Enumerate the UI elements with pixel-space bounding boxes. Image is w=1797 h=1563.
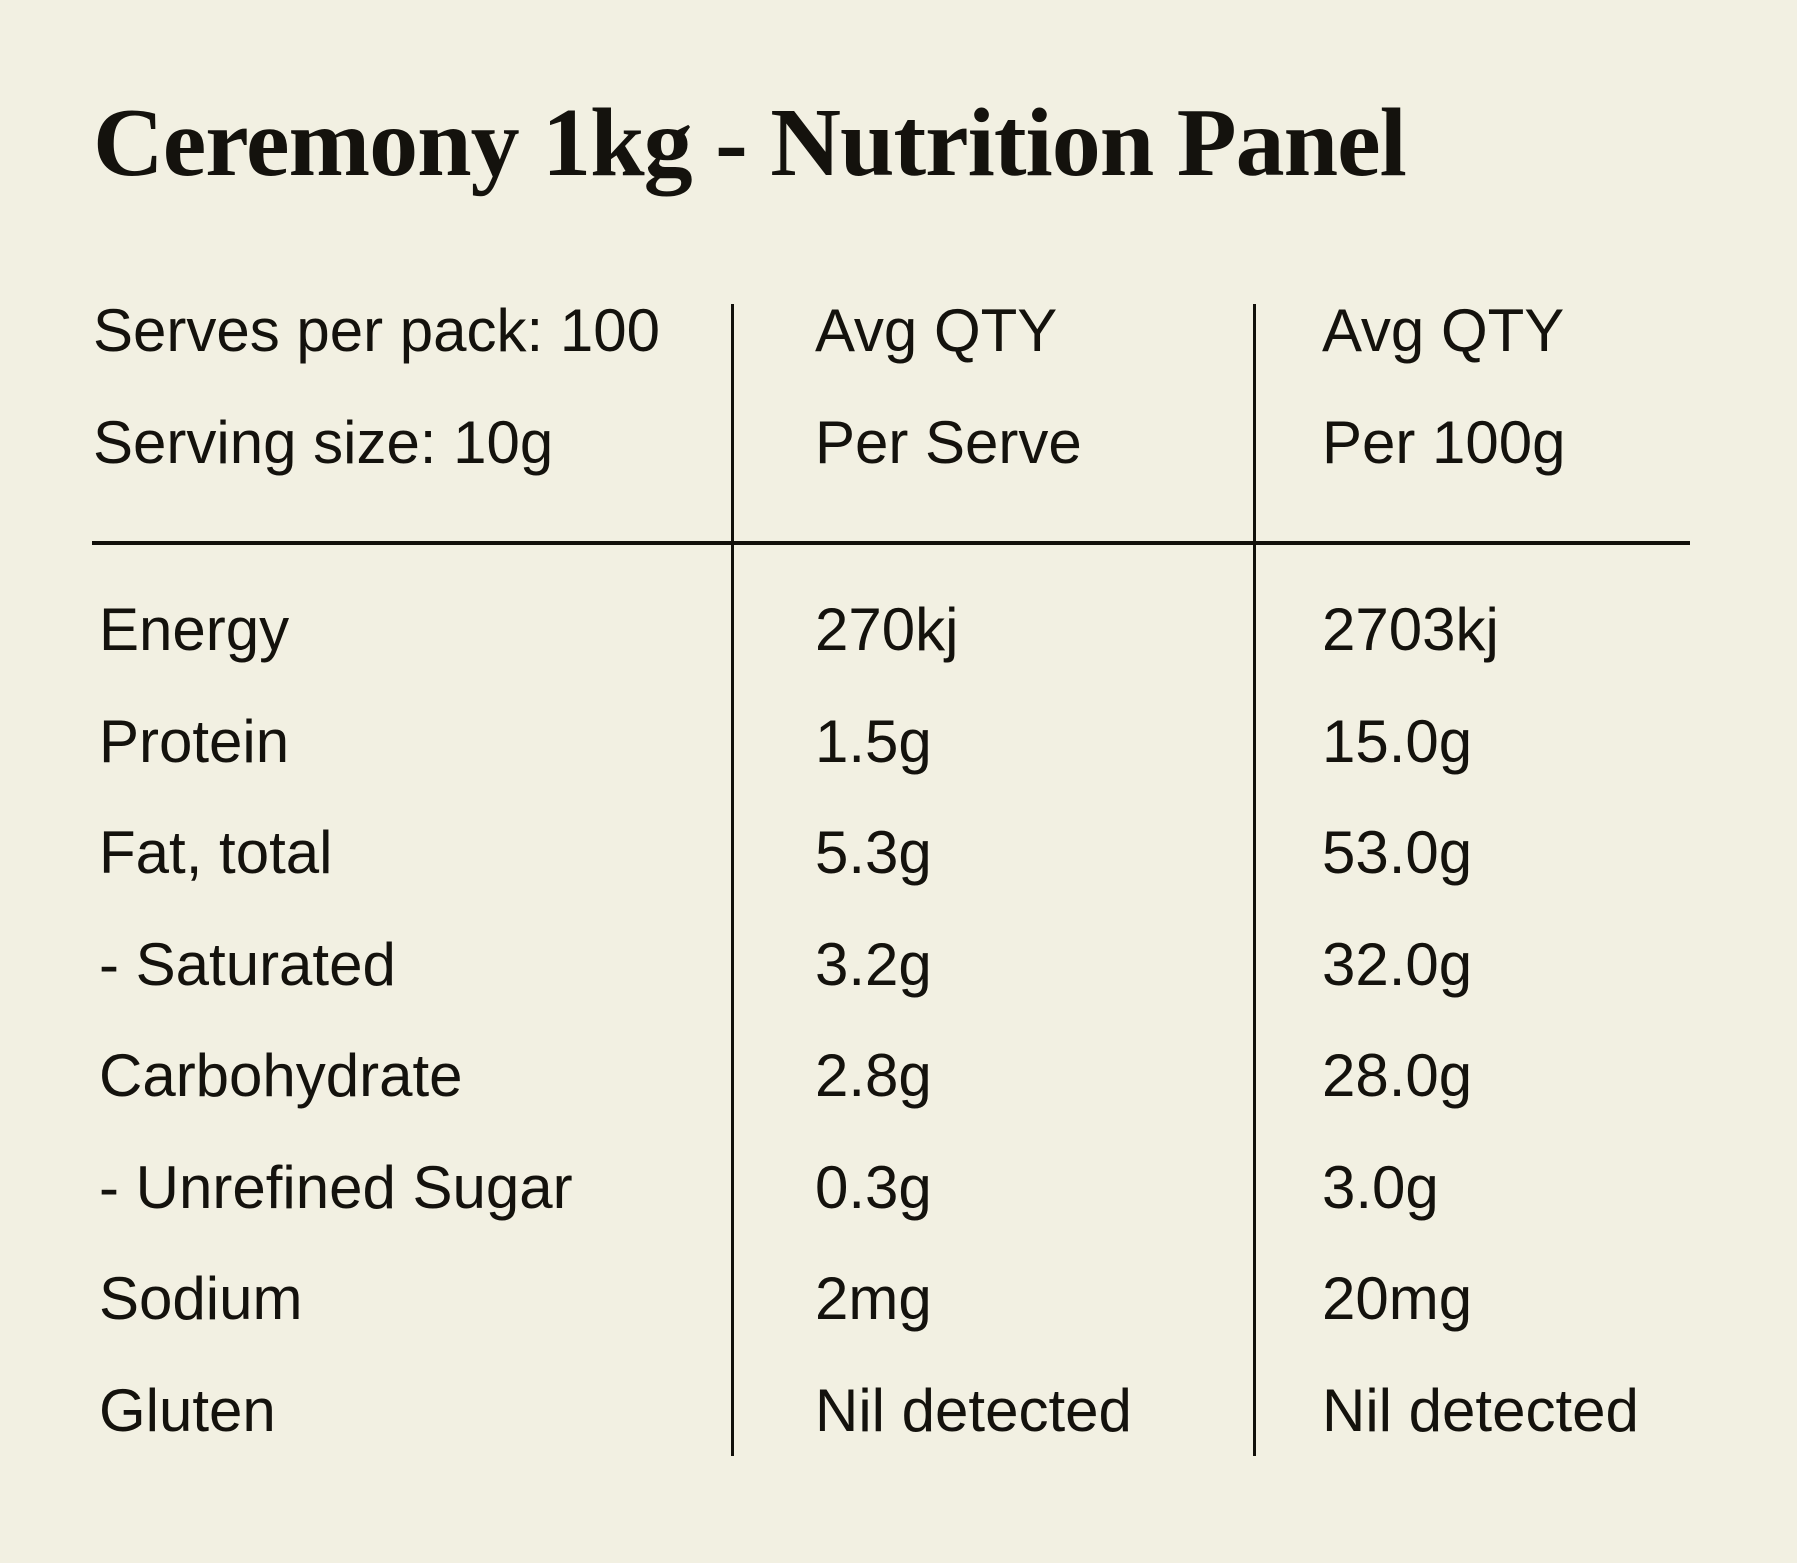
table-row-gluten: Gluten Nil detected Nil detected xyxy=(93,1355,1697,1467)
per-100g-value: 15.0g xyxy=(1322,707,1473,775)
nutrient-label: Carbohydrate xyxy=(99,1042,463,1110)
table-row-saturated: - Saturated 3.2g 32.0g xyxy=(93,909,1697,1021)
per-100g-value: 28.0g xyxy=(1322,1042,1473,1110)
per-serve-value: 2mg xyxy=(815,1265,932,1333)
table-row-protein: Protein 1.5g 15.0g xyxy=(93,686,1697,798)
nutrient-label: - Saturated xyxy=(99,930,396,998)
per-100g-header-line1: Avg QTY xyxy=(1322,296,1565,364)
nutrient-label: Protein xyxy=(99,707,290,775)
table-row-energy: Energy 270kj 2703kj xyxy=(93,574,1697,686)
per-100g-value: 3.0g xyxy=(1322,1153,1439,1221)
per-100g-value: 20mg xyxy=(1322,1265,1473,1333)
header-divider-line xyxy=(92,541,1690,545)
nutrient-label: Sodium xyxy=(99,1265,303,1333)
per-serve-value: 270kj xyxy=(815,596,959,664)
per-100g-value: 53.0g xyxy=(1322,819,1473,887)
table-row-sodium: Sodium 2mg 20mg xyxy=(93,1243,1697,1355)
serves-per-pack-label: Serves per pack: 100 xyxy=(93,296,660,364)
table-row-carbohydrate: Carbohydrate 2.8g 28.0g xyxy=(93,1020,1697,1132)
nutrient-label: Fat, total xyxy=(99,819,333,887)
serving-size-label: Serving size: 10g xyxy=(93,408,554,476)
table-body: Energy 270kj 2703kj Protein 1.5g 15.0g F… xyxy=(93,574,1697,1466)
per-serve-value: 1.5g xyxy=(815,707,932,775)
per-serve-value: 5.3g xyxy=(815,819,932,887)
per-serve-value: Nil detected xyxy=(815,1376,1132,1444)
nutrient-label: Energy xyxy=(99,596,290,664)
per-serve-value: 3.2g xyxy=(815,930,932,998)
per-serve-header-line1: Avg QTY xyxy=(815,296,1058,364)
table-row-fat-total: Fat, total 5.3g 53.0g xyxy=(93,797,1697,909)
per-serve-header-line2: Per Serve xyxy=(815,408,1082,476)
per-serve-value: 2.8g xyxy=(815,1042,932,1110)
per-100g-value: 32.0g xyxy=(1322,930,1473,998)
table-row-unrefined-sugar: - Unrefined Sugar 0.3g 3.0g xyxy=(93,1132,1697,1244)
per-100g-value: 2703kj xyxy=(1322,596,1499,664)
per-100g-value: Nil detected xyxy=(1322,1376,1639,1444)
nutrient-label: - Unrefined Sugar xyxy=(99,1153,573,1221)
per-100g-header-line2: Per 100g xyxy=(1322,408,1566,476)
table-header: Serves per pack: 100 Avg QTY Avg QTY Ser… xyxy=(93,274,1697,498)
nutrient-label: Gluten xyxy=(99,1376,276,1444)
column-divider-line-1 xyxy=(731,304,734,1456)
page-title: Ceremony 1kg - Nutrition Panel xyxy=(93,89,1407,197)
per-serve-value: 0.3g xyxy=(815,1153,932,1221)
column-divider-line-2 xyxy=(1253,304,1256,1456)
